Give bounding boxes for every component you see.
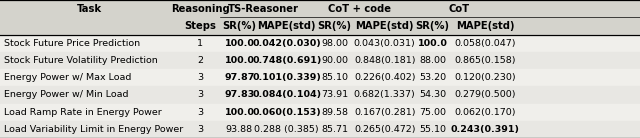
Text: 85.71: 85.71 [321, 125, 348, 134]
Text: 89.58: 89.58 [321, 108, 348, 117]
Text: 85.10: 85.10 [321, 73, 348, 82]
Text: SR(%): SR(%) [415, 21, 450, 31]
Text: Reasoning: Reasoning [171, 4, 230, 14]
Text: 3: 3 [197, 125, 204, 134]
Text: 1: 1 [197, 39, 204, 48]
Text: 100.0: 100.0 [225, 108, 254, 117]
Text: SR(%): SR(%) [222, 21, 257, 31]
Text: 75.00: 75.00 [419, 108, 446, 117]
Text: Stock Future Price Prediction: Stock Future Price Prediction [4, 39, 141, 48]
Text: Task: Task [77, 4, 102, 14]
Text: 54.30: 54.30 [419, 90, 446, 99]
Text: 2: 2 [197, 56, 204, 65]
Text: 97.87: 97.87 [224, 73, 255, 82]
Text: 88.00: 88.00 [419, 56, 446, 65]
Text: TS-Reasoner: TS-Reasoner [228, 4, 298, 14]
Text: 0.748(0.691): 0.748(0.691) [252, 56, 321, 65]
Text: CoT + code: CoT + code [328, 4, 391, 14]
Text: 0.058(0.047): 0.058(0.047) [454, 39, 516, 48]
Bar [0, 0, 640, 34]
Text: 0.120(0.230): 0.120(0.230) [454, 73, 516, 82]
Text: 100.0: 100.0 [225, 39, 254, 48]
Text: Energy Power w/ Min Load: Energy Power w/ Min Load [4, 90, 129, 99]
Text: 0.042(0.030): 0.042(0.030) [252, 39, 321, 48]
Text: 93.88: 93.88 [226, 125, 253, 134]
Text: 55.10: 55.10 [419, 125, 446, 134]
Text: 0.288 (0.385): 0.288 (0.385) [255, 125, 319, 134]
Text: Load Variability Limit in Energy Power: Load Variability Limit in Energy Power [4, 125, 184, 134]
Text: MAPE(std): MAPE(std) [456, 21, 515, 31]
Text: 0.682(1.337): 0.682(1.337) [354, 90, 415, 99]
Bar [0, 121, 640, 138]
Text: MAPE(std): MAPE(std) [355, 21, 414, 31]
Text: Load Ramp Rate in Energy Power: Load Ramp Rate in Energy Power [4, 108, 162, 117]
Text: 0.848(0.181): 0.848(0.181) [354, 56, 415, 65]
Text: 90.00: 90.00 [321, 56, 348, 65]
Text: 0.043(0.031): 0.043(0.031) [354, 39, 415, 48]
Bar [0, 34, 640, 52]
Text: 0.060(0.153): 0.060(0.153) [252, 108, 321, 117]
Text: 0.865(0.158): 0.865(0.158) [454, 56, 516, 65]
Bar [0, 104, 640, 121]
Bar [0, 69, 640, 86]
Text: 0.062(0.170): 0.062(0.170) [454, 108, 516, 117]
Text: 100.0: 100.0 [418, 39, 447, 48]
Text: MAPE(std): MAPE(std) [257, 21, 316, 31]
Text: Steps: Steps [184, 21, 216, 31]
Text: CoT: CoT [448, 4, 470, 14]
Text: 0.084(0.104): 0.084(0.104) [252, 90, 321, 99]
Text: 100.0: 100.0 [225, 56, 254, 65]
Text: 73.91: 73.91 [321, 90, 348, 99]
Text: 98.00: 98.00 [321, 39, 348, 48]
Text: 3: 3 [197, 73, 204, 82]
Text: 3: 3 [197, 108, 204, 117]
Text: 0.243(0.391): 0.243(0.391) [451, 125, 520, 134]
Bar [0, 52, 640, 69]
Text: 3: 3 [197, 90, 204, 99]
Text: Stock Future Volatility Prediction: Stock Future Volatility Prediction [4, 56, 158, 65]
Text: 0.265(0.472): 0.265(0.472) [354, 125, 415, 134]
Text: 0.279(0.500): 0.279(0.500) [454, 90, 516, 99]
Text: Energy Power w/ Max Load: Energy Power w/ Max Load [4, 73, 132, 82]
Text: 97.83: 97.83 [224, 90, 255, 99]
Text: 53.20: 53.20 [419, 73, 446, 82]
Text: 0.167(0.281): 0.167(0.281) [354, 108, 415, 117]
Text: 0.101(0.339): 0.101(0.339) [252, 73, 321, 82]
Text: 0.226(0.402): 0.226(0.402) [354, 73, 415, 82]
Text: SR(%): SR(%) [317, 21, 352, 31]
Bar [0, 86, 640, 104]
